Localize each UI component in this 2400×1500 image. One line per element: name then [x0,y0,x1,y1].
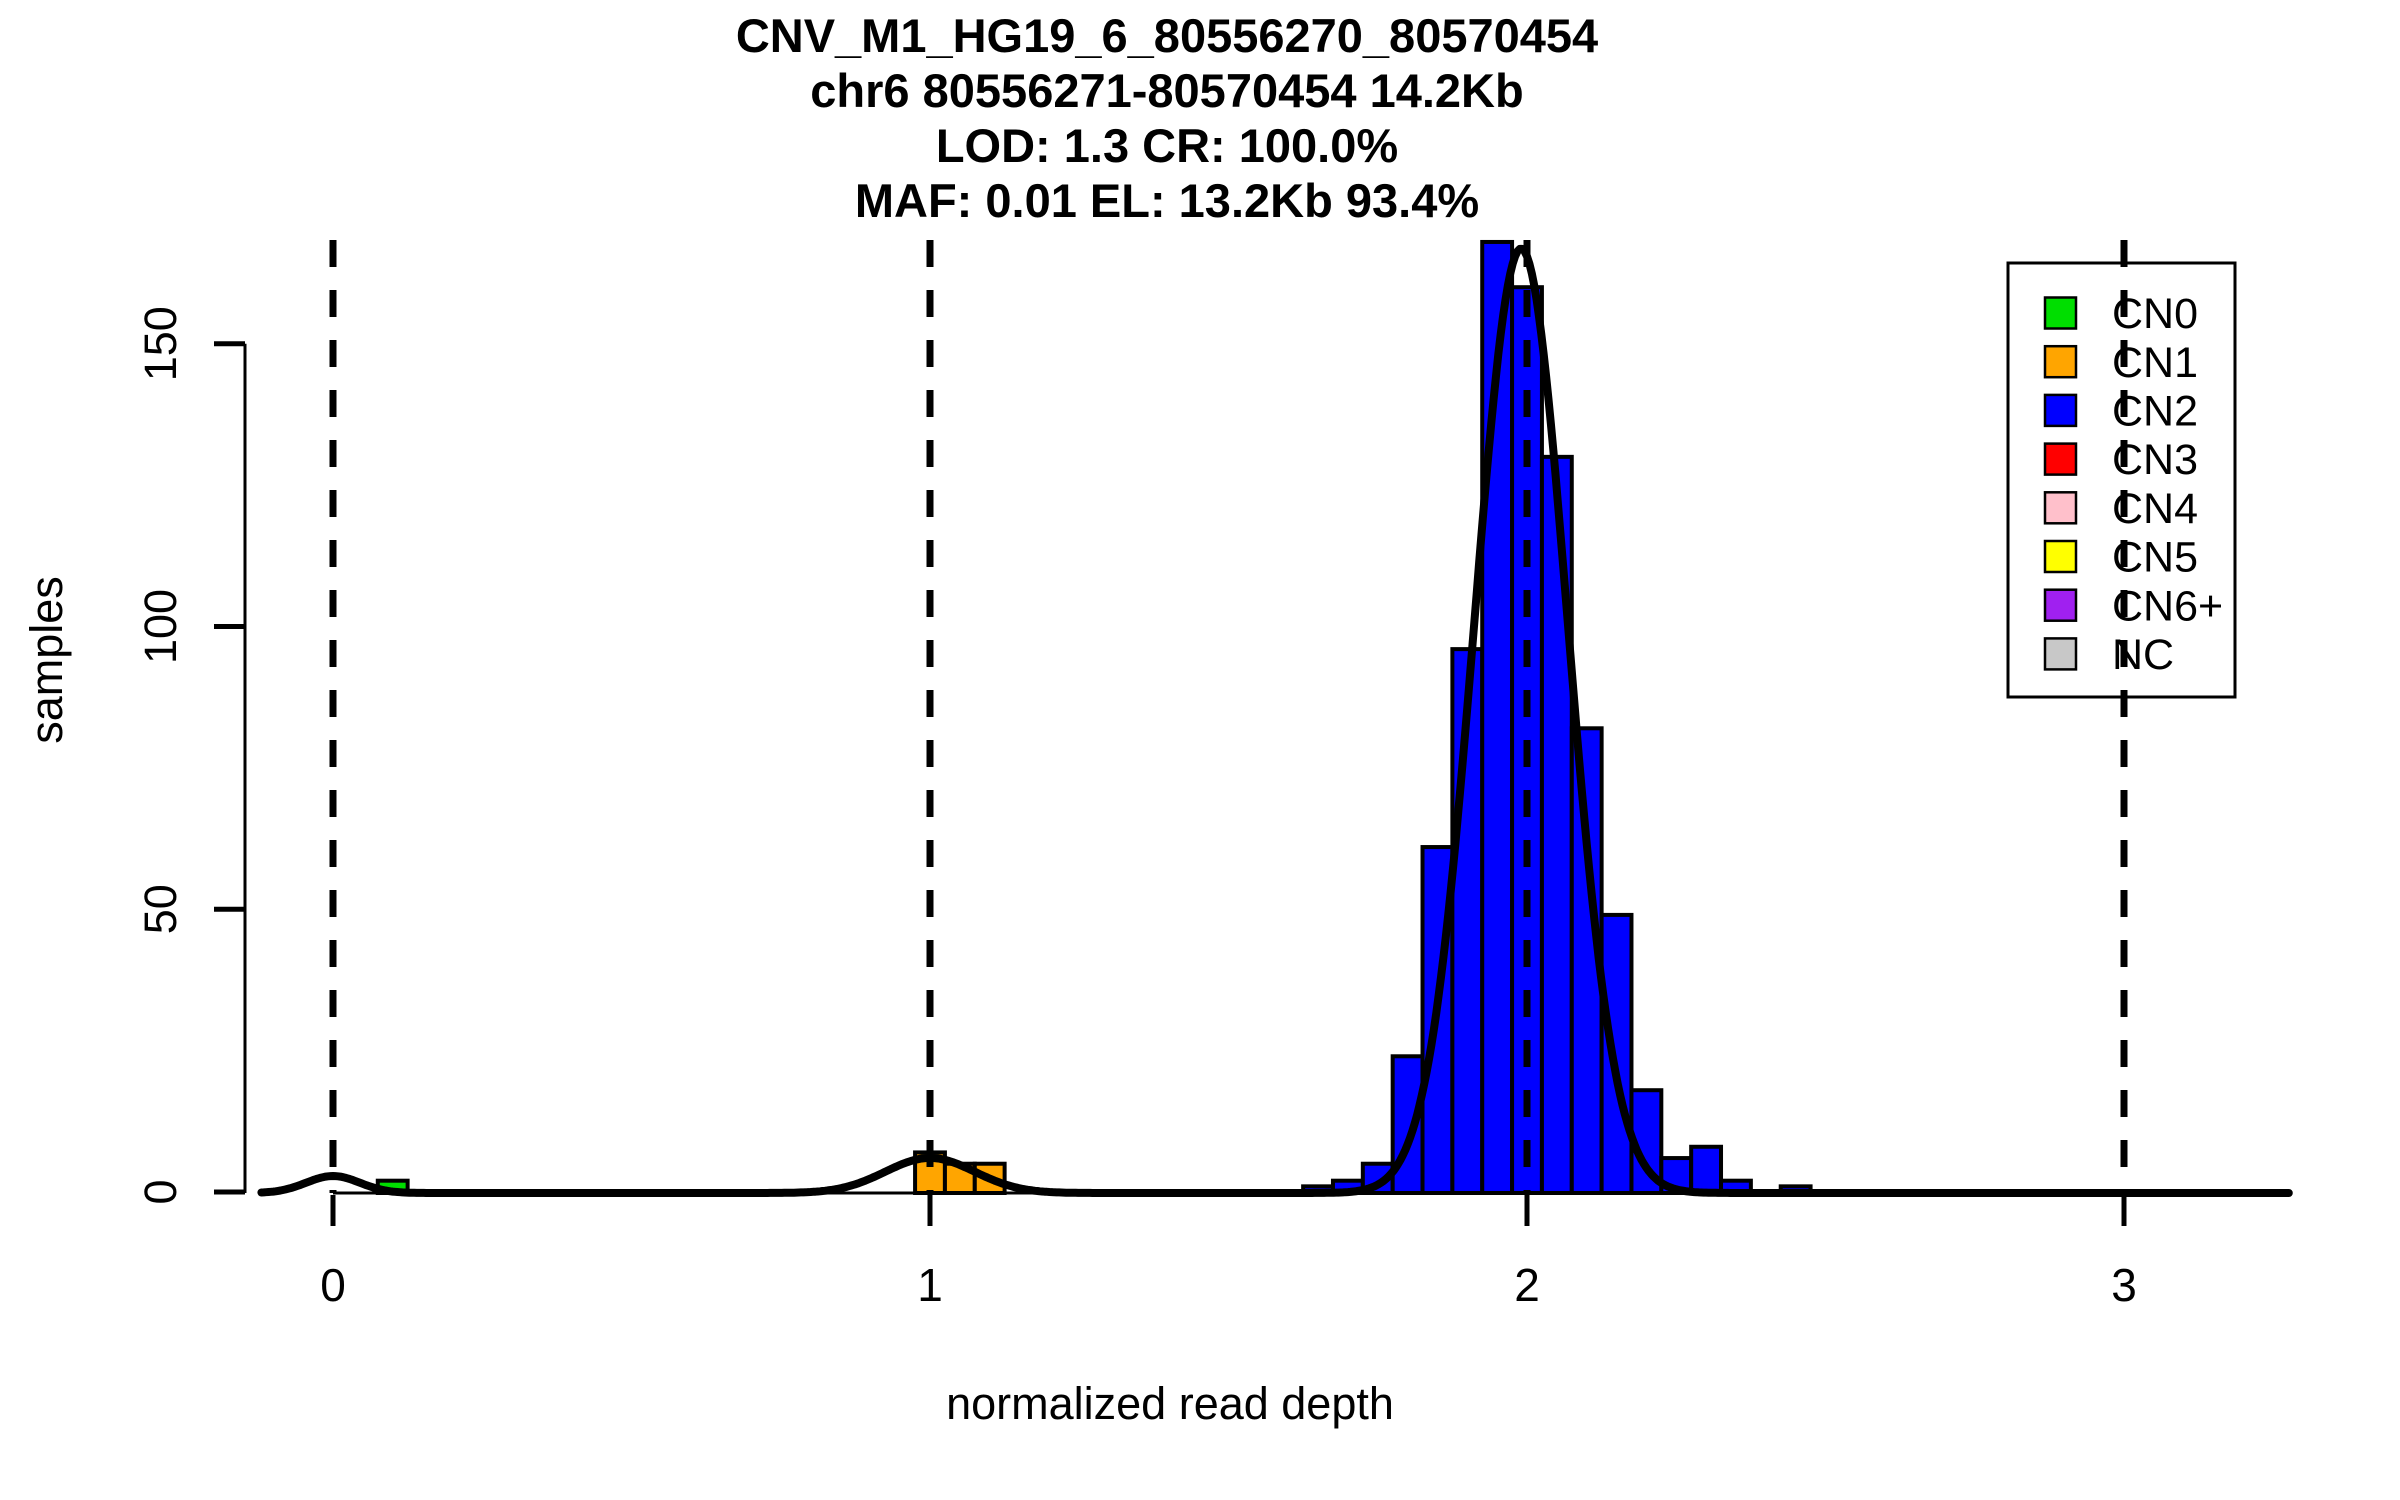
y-axis-title: samples [21,576,72,744]
legend-label-cn5: CN5 [2112,534,2198,582]
legend-swatch-cn1 [2043,344,2078,379]
legend-label-nc: NC [2112,631,2174,679]
x-tick-label: 2 [1514,1259,1540,1311]
y-tick-label: 50 [135,884,186,934]
legend-label-cn4: CN4 [2112,485,2198,533]
histogram-bar-cn2 [1599,912,1634,1196]
density-fit-curve [257,244,2293,1197]
legend-label-cn3: CN3 [2112,436,2198,484]
legend-swatch-cn0 [2043,296,2078,330]
y-tick-label: 100 [135,589,186,664]
x-tick-label: 3 [2111,1259,2137,1311]
y-tick-label: 150 [135,306,186,381]
title-line-1: CNV_M1_HG19_6_80556270_80570454 [735,9,1599,62]
x-tick-label: 0 [320,1259,346,1311]
legend-swatch-cn5 [2043,539,2078,574]
legend-swatch-cn4 [2043,491,2078,525]
x-tick-label: 1 [917,1259,943,1311]
legend-label-cn0: CN0 [2112,290,2198,338]
legend-label-cn2: CN2 [2112,387,2198,435]
legend-label-cn1: CN1 [2112,339,2198,387]
legend-swatch-cn2 [2043,393,2078,428]
legend-swatch-nc [2043,637,2078,671]
x-axis-title: normalized read depth [946,1378,1394,1429]
legend-box [2006,261,2237,699]
legend-swatch-cn3 [2043,442,2078,476]
title-line-4: MAF: 0.01 EL: 13.2Kb 93.4% [854,174,1480,227]
y-tick-label: 0 [135,1179,186,1204]
histogram-bar-cn2 [1689,1144,1724,1196]
title-line-2: chr6 80556271-80570454 14.2Kb [810,64,1524,117]
legend-swatch-cn6plus [2043,588,2078,622]
histogram-bar-cn2 [1539,454,1574,1196]
title-line-3: LOD: 1.3 CR: 100.0% [935,119,1399,172]
chart-title: CNV_M1_HG19_6_80556270_80570454 chr6 805… [0,8,2334,228]
legend-label-cn6plus: CN6+ [2112,582,2223,630]
